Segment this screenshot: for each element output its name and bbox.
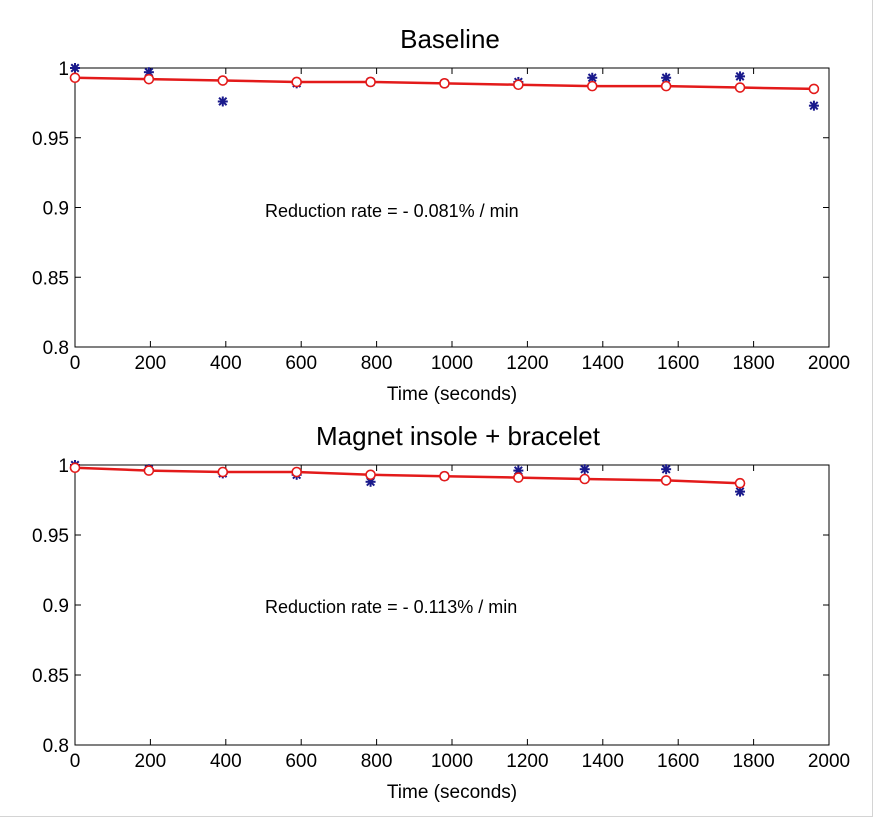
measured-point bbox=[217, 96, 228, 107]
x-tick-label: 2000 bbox=[808, 751, 850, 772]
fit-point bbox=[586, 80, 598, 92]
annotation-text: Reduction rate = - 0.081% / min bbox=[265, 201, 519, 221]
x-tick-label: 400 bbox=[210, 353, 242, 374]
fit-point bbox=[143, 73, 155, 85]
y-tick-label: 0.95 bbox=[32, 526, 69, 547]
x-tick-label: 0 bbox=[70, 751, 81, 772]
x-tick-label: 1600 bbox=[657, 751, 699, 772]
fit-point bbox=[660, 475, 672, 486]
fit-point bbox=[439, 78, 450, 89]
data-marks bbox=[69, 63, 820, 111]
fit-point bbox=[513, 79, 524, 91]
measured-point bbox=[735, 71, 746, 82]
fit-point bbox=[734, 82, 746, 93]
y-tick-label: 0.8 bbox=[43, 338, 69, 359]
x-tick-label: 600 bbox=[285, 353, 317, 374]
x-tick-label: 1800 bbox=[732, 751, 774, 772]
fit-point bbox=[365, 469, 376, 481]
x-tick-label: 1000 bbox=[431, 353, 473, 374]
measured-point bbox=[661, 464, 672, 475]
x-tick-label: 800 bbox=[361, 751, 393, 772]
measured-point bbox=[579, 464, 590, 475]
y-tick-label: 0.85 bbox=[32, 666, 69, 687]
fit-point bbox=[143, 465, 155, 476]
x-tick-label: 1800 bbox=[732, 353, 774, 374]
x-tick-label: 400 bbox=[210, 751, 242, 772]
x-tick-label: 200 bbox=[135, 353, 167, 374]
x-ticks: 0 200 400 600 800 1000 1200 1400 1600 1800 2000 bbox=[70, 465, 850, 772]
x-ticks: 0 200 400 600 800 1000 1200 1400 1600 1800 2000 bbox=[70, 68, 850, 374]
measured-point bbox=[735, 486, 746, 497]
measured-point bbox=[70, 63, 80, 73]
fit-point bbox=[579, 473, 591, 485]
x-tick-label: 600 bbox=[285, 751, 317, 772]
x-tick-label: 200 bbox=[135, 751, 167, 772]
measured-point bbox=[587, 72, 598, 83]
chart-title: Baseline bbox=[400, 24, 500, 54]
x-tick-label: 800 bbox=[361, 353, 393, 374]
fit-point bbox=[217, 75, 229, 86]
x-tick-label: 1200 bbox=[506, 751, 548, 772]
x-tick-label: 1000 bbox=[431, 751, 473, 772]
fit-point bbox=[365, 76, 376, 88]
fit-point bbox=[439, 470, 450, 482]
fit-point bbox=[734, 477, 746, 489]
fit-point bbox=[513, 472, 524, 483]
y-ticks: 0.8 0.85 0.9 0.95 1 bbox=[32, 59, 829, 359]
y-ticks: 0.8 0.85 0.9 0.95 1 bbox=[32, 456, 829, 757]
measured-point bbox=[808, 100, 819, 111]
y-tick-label: 0.9 bbox=[43, 199, 69, 220]
chart-title: Magnet insole + bracelet bbox=[316, 421, 601, 451]
fit-line bbox=[74, 466, 741, 485]
panel-baseline: Baseline Reduction rate = - 0.081% / min… bbox=[32, 24, 850, 405]
y-tick-label: 1 bbox=[58, 59, 69, 80]
y-tick-label: 0.95 bbox=[32, 129, 69, 150]
x-tick-label: 2000 bbox=[808, 353, 850, 374]
y-tick-label: 1 bbox=[58, 456, 69, 477]
panel-magnet: Magnet insole + bracelet Reduction rate … bbox=[32, 421, 850, 803]
fit-point bbox=[291, 466, 302, 478]
x-tick-label: 1200 bbox=[506, 353, 548, 374]
data-marks bbox=[69, 460, 746, 497]
x-tick-label: 0 bbox=[70, 353, 81, 374]
fit-point bbox=[660, 80, 672, 92]
fit-point bbox=[217, 466, 229, 478]
y-tick-label: 0.8 bbox=[43, 736, 69, 757]
annotation-text: Reduction rate = - 0.113% / min bbox=[265, 597, 517, 617]
fit-point bbox=[291, 76, 302, 88]
y-tick-label: 0.85 bbox=[32, 268, 69, 289]
fit-point bbox=[69, 72, 81, 84]
y-tick-label: 0.9 bbox=[43, 596, 69, 617]
x-tick-label: 1600 bbox=[657, 353, 699, 374]
x-tick-label: 1400 bbox=[582, 751, 624, 772]
x-axis-label: Time (seconds) bbox=[387, 384, 517, 405]
x-tick-label: 1400 bbox=[582, 353, 624, 374]
x-axis-label: Time (seconds) bbox=[387, 782, 517, 803]
fit-point bbox=[69, 462, 81, 474]
fit-point bbox=[808, 83, 820, 95]
